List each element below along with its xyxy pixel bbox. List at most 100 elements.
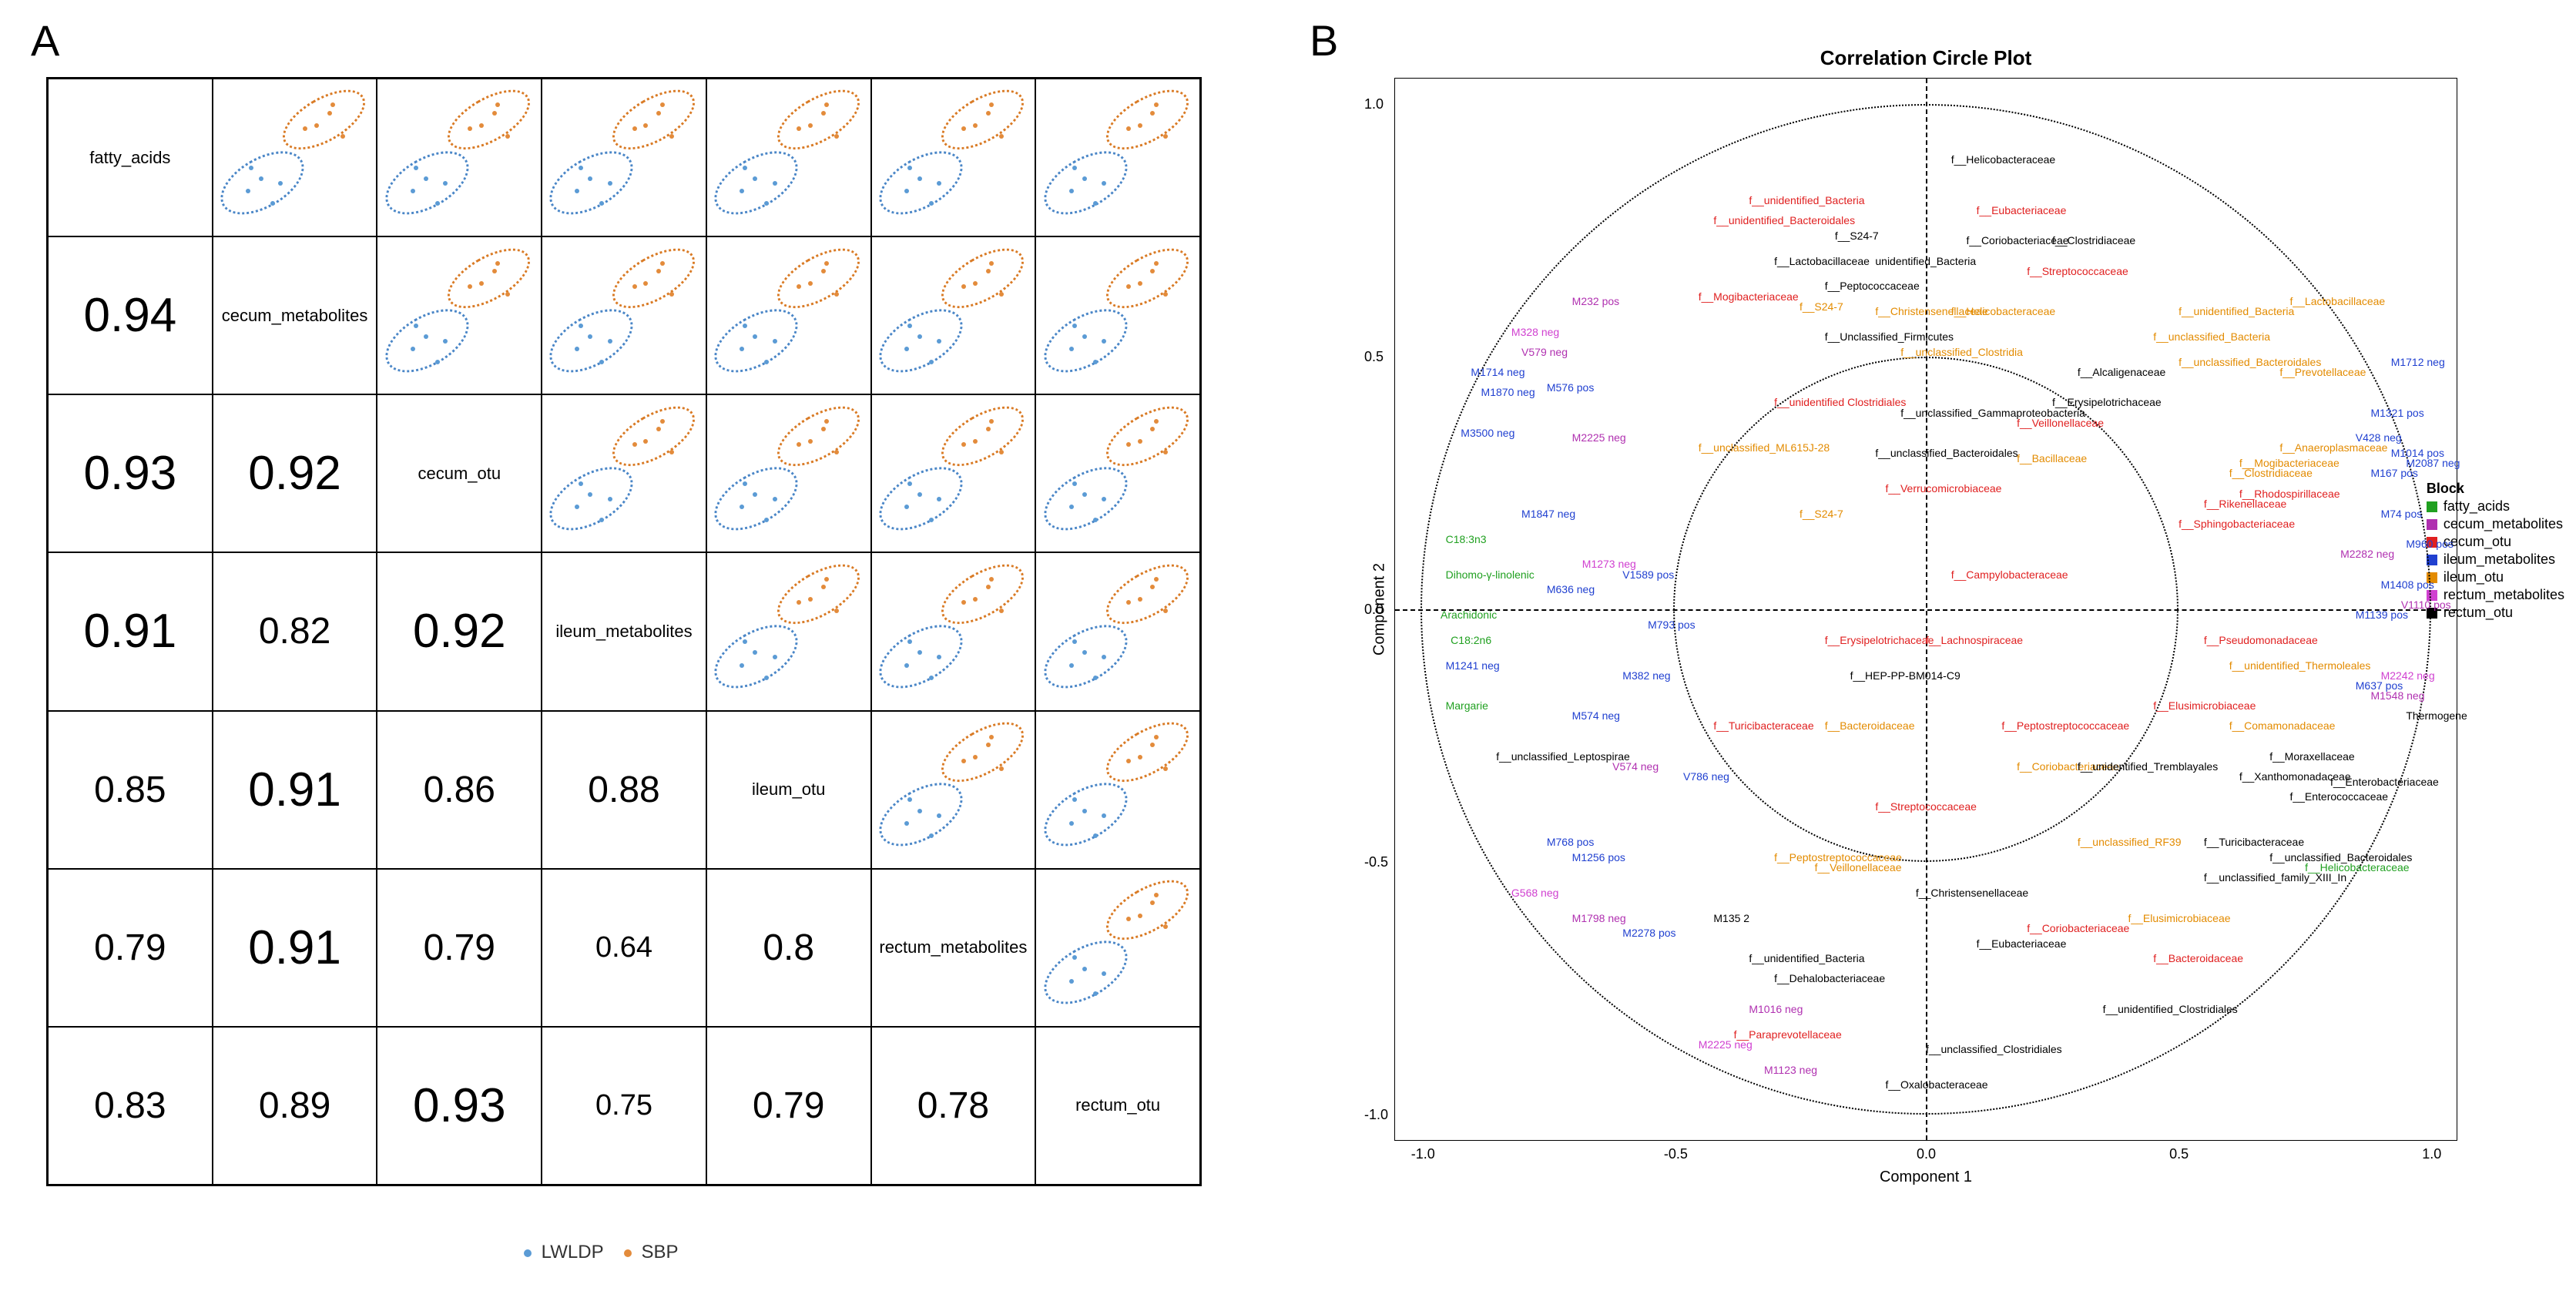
legend-text: cecum_otu: [2444, 534, 2511, 549]
feature-label: f__Turicibacteraceae: [2204, 837, 2304, 847]
x-tick: -1.0: [1411, 1146, 1435, 1162]
point-LWLDP: [937, 813, 941, 818]
ellipse-LWLDP: [377, 296, 478, 385]
feature-label: M2225 neg: [1699, 1039, 1753, 1050]
feature-label: M1408 pos: [2381, 579, 2434, 590]
point-SBP: [1126, 284, 1131, 289]
point-SBP: [824, 261, 829, 266]
point-LWLDP: [904, 821, 909, 826]
feature-label: f__Peptococcaceae: [1825, 280, 1920, 291]
matrix-cell-4-5: [871, 711, 1036, 869]
matrix-cell-1-5: [871, 236, 1036, 394]
point-SBP: [973, 439, 978, 444]
point-SBP: [986, 585, 991, 589]
circle-plot-area: Component 1 Component 2 Block fatty_acid…: [1394, 78, 2457, 1141]
point-LWLDP: [579, 481, 583, 486]
point-LWLDP: [1082, 176, 1087, 181]
feature-label: f__Verrucomicrobiaceae: [1886, 483, 2002, 494]
point-LWLDP: [435, 360, 440, 364]
feature-label: f__Clostridiaceae: [2052, 235, 2135, 246]
point-LWLDP: [1072, 481, 1077, 486]
matrix-cell-2-6: [1035, 394, 1200, 552]
matrix-cell-2-5: [871, 394, 1036, 552]
point-SBP: [999, 609, 1004, 613]
point-LWLDP: [1072, 324, 1077, 328]
feature-label: M1712 neg: [2391, 357, 2445, 367]
matrix-cell-3-3: ileum_metabolites: [542, 552, 706, 710]
feature-label: f__Pseudomonadaceae: [2204, 635, 2318, 645]
point-SBP: [632, 126, 637, 131]
ellipse-SBP: [603, 236, 704, 320]
feature-label: f__Eubacteriaceae: [1977, 938, 2067, 949]
feature-label: M1870 neg: [1481, 387, 1535, 397]
matrix-cell-0-1: [213, 79, 377, 236]
ellipse-LWLDP: [706, 612, 808, 702]
corr-value: 0.89: [259, 1085, 330, 1127]
point-LWLDP: [1082, 334, 1087, 339]
point-SBP: [999, 292, 1004, 297]
corr-value: 0.93: [413, 1078, 506, 1133]
point-SBP: [999, 450, 1004, 454]
point-SBP: [340, 134, 345, 139]
point-SBP: [327, 111, 332, 116]
matrix-cell-1-2: [377, 236, 542, 394]
feature-label: f__Helicobacteraceae: [1951, 306, 2055, 317]
point-LWLDP: [259, 176, 263, 181]
feature-label: f__Lactobacillaceae: [1774, 256, 1870, 267]
point-SBP: [834, 609, 839, 613]
feature-label: M2278 pos: [1622, 927, 1675, 938]
matrix-cell-6-6: rectum_otu: [1035, 1027, 1200, 1185]
matrix-cell-3-2: 0.92: [377, 552, 542, 710]
matrix-cell-0-6: [1035, 79, 1200, 236]
matrix-cell-0-2: [377, 79, 542, 236]
feature-label: unidentified_Bacteria: [1875, 256, 1976, 267]
point-LWLDP: [773, 497, 777, 501]
point-LWLDP: [424, 334, 428, 339]
panel-a-legend: LWLDP SBP: [508, 1242, 679, 1263]
matrix-cell-4-3: 0.88: [542, 711, 706, 869]
point-SBP: [808, 123, 813, 128]
legend-swatch: [2427, 501, 2437, 512]
diag-label-ileum_otu: ileum_otu: [749, 776, 828, 803]
point-LWLDP: [907, 166, 912, 170]
matrix-cell-3-6: [1035, 552, 1200, 710]
matrix-cell-6-1: 0.89: [213, 1027, 377, 1185]
corr-value: 0.91: [248, 763, 341, 817]
feature-label: f__Streptococcaceae: [1875, 801, 1977, 812]
point-LWLDP: [1102, 181, 1106, 186]
x-tick: 1.0: [2422, 1146, 2441, 1162]
point-SBP: [1154, 577, 1159, 582]
feature-label: M328 neg: [1511, 327, 1559, 337]
point-LWLDP: [1072, 639, 1077, 644]
point-SBP: [834, 134, 839, 139]
point-LWLDP: [249, 166, 253, 170]
feature-label: M1256 pos: [1572, 852, 1625, 863]
point-LWLDP: [1093, 201, 1098, 206]
feature-label: f__Clostridiaceae: [2229, 468, 2313, 478]
point-SBP: [1138, 439, 1142, 444]
point-LWLDP: [1069, 347, 1074, 351]
point-LWLDP: [608, 181, 612, 186]
matrix-cell-5-1: 0.91: [213, 869, 377, 1027]
point-SBP: [1154, 419, 1159, 424]
corr-value: 0.75: [595, 1089, 652, 1122]
point-SBP: [660, 419, 665, 424]
feature-label: M574 neg: [1572, 710, 1620, 721]
feature-label: C18:3n3: [1446, 534, 1487, 545]
point-LWLDP: [270, 201, 275, 206]
matrix-cell-6-2: 0.93: [377, 1027, 542, 1185]
matrix-cell-5-5: rectum_metabolites: [871, 869, 1036, 1027]
point-LWLDP: [1082, 809, 1087, 813]
feature-label: M1014 pos: [2391, 448, 2444, 458]
ellipse-SBP: [767, 79, 868, 162]
feature-label: M576 pos: [1547, 382, 1594, 393]
corr-value: 0.64: [595, 931, 652, 964]
ellipse-SBP: [767, 236, 868, 320]
feature-label: Arachidonic: [1441, 609, 1497, 620]
point-LWLDP: [1069, 189, 1074, 193]
matrix-cell-4-6: [1035, 711, 1200, 869]
feature-label: f__S24-7: [1800, 301, 1843, 312]
point-SBP: [669, 450, 674, 454]
point-SBP: [1138, 597, 1142, 602]
feature-label: f__Campylobacteraceae: [1951, 569, 2068, 580]
